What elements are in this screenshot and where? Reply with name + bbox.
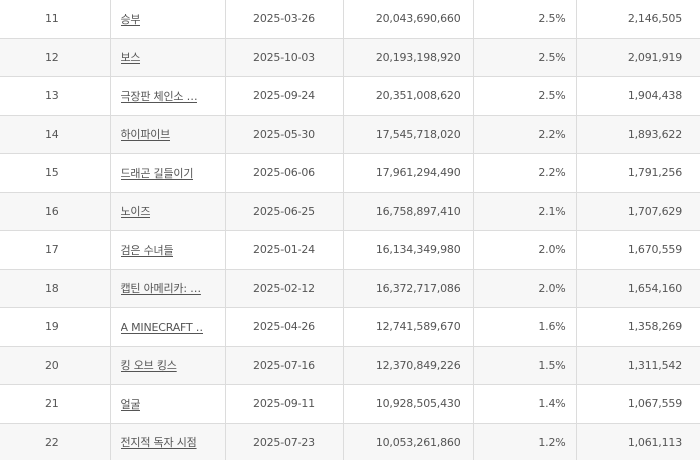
sales-share-cell: 2.5% bbox=[472, 76, 576, 116]
movie-title-link[interactable]: 극장판 체인소 … bbox=[120, 89, 198, 103]
sales-amount-cell: 16,134,349,980 bbox=[342, 230, 473, 270]
sales-share-cell: 2.0% bbox=[472, 268, 576, 308]
table-row: 17 검은 수녀들 2025-01-24 16,134,349,980 2.0% 1,67… bbox=[0, 230, 700, 270]
audience-count-cell: 1,893,622 bbox=[575, 114, 700, 154]
table-row: 15 드래곤 길들이기 2025-06-06 17,961,294,490 2.2% 1,… bbox=[0, 153, 700, 193]
audience-count-cell: 1,904,438 bbox=[575, 76, 700, 116]
sales-share-cell: 2.2% bbox=[472, 153, 576, 193]
movie-title-cell: 킹 오브 킹스 bbox=[109, 345, 225, 385]
sales-share-cell: 1.2% bbox=[472, 422, 576, 460]
audience-count-cell: 2,091,919 bbox=[575, 37, 700, 77]
movie-title-cell: 검은 수녀들 bbox=[109, 230, 225, 270]
release-date-cell: 2025-06-06 bbox=[224, 153, 343, 193]
release-date-cell: 2025-02-12 bbox=[224, 268, 343, 308]
sales-share-cell: 2.0% bbox=[472, 230, 576, 270]
sales-amount-cell: 20,043,690,660 bbox=[342, 0, 473, 39]
release-date-cell: 2025-10-03 bbox=[224, 37, 343, 77]
audience-count-cell: 1,358,269 bbox=[575, 307, 700, 347]
movie-title-cell: 얼굴 bbox=[109, 384, 225, 424]
rank-cell: 13 bbox=[0, 76, 110, 116]
sales-share-cell: 1.4% bbox=[472, 384, 576, 424]
audience-count-cell: 1,067,559 bbox=[575, 384, 700, 424]
sales-amount-cell: 16,758,897,410 bbox=[342, 191, 473, 231]
sales-share-cell: 1.6% bbox=[472, 307, 576, 347]
movie-title-cell: 드래곤 길들이기 bbox=[109, 153, 225, 193]
sales-amount-cell: 12,741,589,670 bbox=[342, 307, 473, 347]
sales-share-cell: 2.2% bbox=[472, 114, 576, 154]
rank-cell: 11 bbox=[0, 0, 110, 39]
release-date-cell: 2025-07-23 bbox=[224, 422, 343, 460]
table-row: 11 승부 2025-03-26 20,043,690,660 2.5% 2,146,50… bbox=[0, 0, 700, 39]
table-row: 13 극장판 체인소 … 2025-09-24 20,351,008,620 2.5% 1… bbox=[0, 76, 700, 116]
audience-count-cell: 1,061,113 bbox=[575, 422, 700, 460]
movie-title-link[interactable]: 얼굴 bbox=[120, 397, 141, 411]
table-row: 16 노이즈 2025-06-25 16,758,897,410 2.1% 1,707,6… bbox=[0, 191, 700, 231]
movie-title-cell: 노이즈 bbox=[109, 191, 225, 231]
rank-cell: 16 bbox=[0, 191, 110, 231]
release-date-cell: 2025-09-11 bbox=[224, 384, 343, 424]
movie-title-cell: 보스 bbox=[109, 37, 225, 77]
movie-title-link[interactable]: 드래곤 길들이기 bbox=[120, 166, 194, 180]
release-date-cell: 2025-09-24 bbox=[224, 76, 343, 116]
rank-cell: 22 bbox=[0, 422, 110, 460]
table-row: 18 캡틴 아메리카: … 2025-02-12 16,372,717,086 2.0%… bbox=[0, 268, 700, 308]
audience-count-cell: 1,311,542 bbox=[575, 345, 700, 385]
movie-title-link[interactable]: 캡틴 아메리카: … bbox=[120, 282, 201, 296]
rank-cell: 18 bbox=[0, 268, 110, 308]
sales-amount-cell: 17,961,294,490 bbox=[342, 153, 473, 193]
movie-title-link[interactable]: 보스 bbox=[120, 51, 141, 65]
movie-title-cell: 캡틴 아메리카: … bbox=[109, 268, 225, 308]
movie-title-link[interactable]: 전지적 독자 시점 bbox=[120, 436, 197, 450]
table-row: 12 보스 2025-10-03 20,193,198,920 2.5% 2,091,91… bbox=[0, 37, 700, 77]
table-row: 21 얼굴 2025-09-11 10,928,505,430 1.4% 1,067,55… bbox=[0, 384, 700, 424]
movie-title-cell: 승부 bbox=[109, 0, 225, 39]
movie-title-cell: A MINECRAFT … bbox=[109, 307, 225, 347]
release-date-cell: 2025-07-16 bbox=[224, 345, 343, 385]
sales-amount-cell: 20,351,008,620 bbox=[342, 76, 473, 116]
release-date-cell: 2025-01-24 bbox=[224, 230, 343, 270]
rank-cell: 20 bbox=[0, 345, 110, 385]
rank-cell: 17 bbox=[0, 230, 110, 270]
audience-count-cell: 1,654,160 bbox=[575, 268, 700, 308]
rank-cell: 19 bbox=[0, 307, 110, 347]
sales-amount-cell: 16,372,717,086 bbox=[342, 268, 473, 308]
sales-share-cell: 2.5% bbox=[472, 0, 576, 39]
sales-amount-cell: 20,193,198,920 bbox=[342, 37, 473, 77]
movie-title-cell: 하이파이브 bbox=[109, 114, 225, 154]
movie-title-cell: 전지적 독자 시점 bbox=[109, 422, 225, 460]
rank-cell: 12 bbox=[0, 37, 110, 77]
sales-share-cell: 1.5% bbox=[472, 345, 576, 385]
sales-amount-cell: 12,370,849,226 bbox=[342, 345, 473, 385]
movie-title-cell: 극장판 체인소 … bbox=[109, 76, 225, 116]
audience-count-cell: 1,670,559 bbox=[575, 230, 700, 270]
release-date-cell: 2025-03-26 bbox=[224, 0, 343, 39]
movie-title-link[interactable]: 노이즈 bbox=[120, 205, 151, 219]
table-row: 14 하이파이브 2025-05-30 17,545,718,020 2.2% 1,893… bbox=[0, 114, 700, 154]
release-date-cell: 2025-05-30 bbox=[224, 114, 343, 154]
table-row: 22 전지적 독자 시점 2025-07-23 10,053,261,860 1.2% 1… bbox=[0, 422, 700, 460]
sales-amount-cell: 17,545,718,020 bbox=[342, 114, 473, 154]
movie-title-link[interactable]: 승부 bbox=[120, 12, 141, 26]
sales-amount-cell: 10,053,261,860 bbox=[342, 422, 473, 460]
audience-count-cell: 2,146,505 bbox=[575, 0, 700, 39]
movie-title-link[interactable]: 킹 오브 킹스 bbox=[120, 359, 177, 373]
sales-share-cell: 2.1% bbox=[472, 191, 576, 231]
table-row: 19 A MINECRAFT … 2025-04-26 12,741,589,670 1… bbox=[0, 307, 700, 347]
table-row: 20 킹 오브 킹스 2025-07-16 12,370,849,226 1.5% 1,3… bbox=[0, 345, 700, 385]
audience-count-cell: 1,707,629 bbox=[575, 191, 700, 231]
rank-cell: 21 bbox=[0, 384, 110, 424]
release-date-cell: 2025-06-25 bbox=[224, 191, 343, 231]
release-date-cell: 2025-04-26 bbox=[224, 307, 343, 347]
sales-share-cell: 2.5% bbox=[472, 37, 576, 77]
movie-title-link[interactable]: A MINECRAFT … bbox=[120, 320, 203, 334]
rank-cell: 15 bbox=[0, 153, 110, 193]
movie-title-link[interactable]: 검은 수녀들 bbox=[120, 243, 174, 257]
sales-amount-cell: 10,928,505,430 bbox=[342, 384, 473, 424]
movie-title-link[interactable]: 하이파이브 bbox=[120, 128, 171, 142]
rank-cell: 14 bbox=[0, 114, 110, 154]
audience-count-cell: 1,791,256 bbox=[575, 153, 700, 193]
